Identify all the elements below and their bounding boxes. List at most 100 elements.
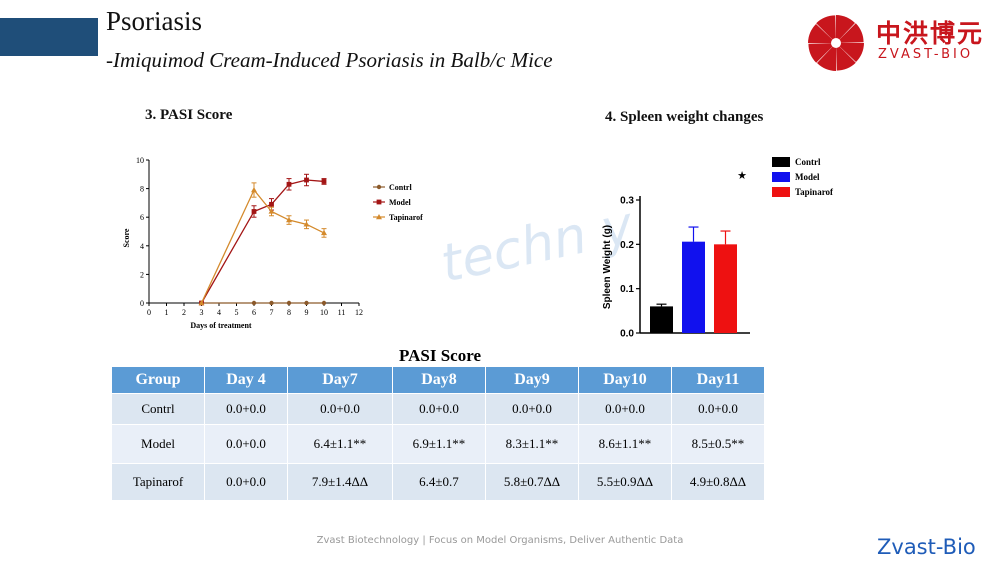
data-point [268,208,275,214]
table-cell: 0.0+0.0 [485,393,579,425]
x-tick-label: 0 [147,308,151,317]
legend-label: Model [389,198,412,207]
table-cell: 6.4±0.7 [392,463,486,501]
data-point [269,300,274,306]
subtitle-lead: - [106,48,113,72]
data-point [286,300,292,306]
data-point [286,181,292,187]
table-cell: 4.9±0.8ΔΔ [671,463,765,501]
table-cell: 7.9±1.4ΔΔ [287,463,393,501]
data-point [304,177,309,183]
table-cell: Model [111,424,205,464]
spleen-chart-title: 4. Spleen weight changes [605,109,764,125]
y-tick-label: 4 [140,242,144,251]
header-day8: Day8 [392,366,486,394]
footer-brand: Zvast-Bio [877,535,976,559]
data-point [304,300,309,306]
data-point [251,187,257,193]
legend-marker [376,214,382,220]
legend-label: Tapinarof [389,213,423,222]
header-day11: Day11 [671,366,765,394]
table-row: Model 0.0+0.0 6.4±1.1** 6.9±1.1** 8.3±1.… [111,424,765,464]
significance-annotation: ★ [737,169,747,182]
y-tick-label: 0.2 [620,240,634,251]
header-day4: Day 4 [204,366,288,394]
bar-tapinarof [714,244,737,333]
y-axis-label: Score [122,228,131,247]
legend-label: Contrl [389,183,412,192]
header-day10: Day10 [578,366,672,394]
x-tick-label: 1 [165,308,169,317]
table-header-row: Group Day 4 Day7 Day8 Day9 Day10 Day11 [111,366,765,394]
table-cell: 0.0+0.0 [287,393,393,425]
table-title: PASI Score [398,346,481,365]
x-tick-label: 4 [217,308,221,317]
x-tick-label: 6 [252,308,256,317]
data-point [286,217,292,223]
table-cell: 0.0+0.0 [671,393,765,425]
bar-contrl [650,306,673,333]
table-cell: 0.0+0.0 [578,393,672,425]
logo-emblem-icon [808,15,864,71]
y-tick-label: 2 [140,270,144,279]
series-line-model [200,179,325,304]
legend-marker [376,199,382,205]
data-point [321,229,327,236]
table-cell: 0.0+0.0 [204,424,288,464]
y-tick-label: 0.1 [620,284,634,295]
header-day9: Day9 [485,366,579,394]
logo-chinese: 中洪博元 [876,19,985,48]
x-tick-label: 2 [182,308,186,317]
pasi-table: Group Day 4 Day7 Day8 Day9 Day10 Day11 C… [111,366,765,501]
table-cell: 0.0+0.0 [204,463,288,501]
data-point [251,300,257,306]
x-tick-label: 11 [338,308,346,317]
x-tick-label: 8 [287,308,291,317]
legend-label: Tapinarof [795,187,834,197]
table-cell: 0.0+0.0 [204,393,288,425]
header-accent-bar [0,18,98,56]
x-tick-label: 7 [270,308,274,317]
data-point [251,209,257,214]
x-tick-label: 5 [235,308,239,317]
spleen-bar-chart: 0.0 0.1 0.2 0.3 Spleen Weight (g) Contrl Model… [602,157,834,340]
logo-english: ZVAST-BIO [878,47,974,62]
header-day7: Day7 [287,366,393,394]
table-row: Contrl 0.0+0.0 0.0+0.0 0.0+0.0 0.0+0.0 0… [111,393,765,425]
bar-model [682,241,705,333]
data-point [321,300,327,306]
series-line-tapinarof [200,188,325,304]
legend-marker [376,184,382,190]
data-point [269,201,274,207]
data-point [303,221,310,227]
table-cell: 5.8±0.7ΔΔ [485,463,579,501]
y-tick-label: 0.3 [620,196,634,207]
y-tick-label: 6 [140,213,144,222]
table-row: Tapinarof 0.0+0.0 7.9±1.4ΔΔ 6.4±0.7 5.8±… [111,463,765,501]
y-tick-label: 10 [136,156,144,165]
legend-swatch [772,187,790,197]
table-cell: 6.9±1.1** [392,424,486,464]
table-cell: 8.6±1.1** [578,424,672,464]
table-cell: 5.5±0.9ΔΔ [578,463,672,501]
y-tick-label: 0.0 [620,329,634,340]
table-cell: 6.4±1.1** [287,424,393,464]
footer-text: Zvast Biotechnology | Focus on Model Org… [316,535,684,546]
page-title: Psoriasis [106,6,203,36]
y-tick-label: 8 [140,185,144,194]
data-point [321,179,327,184]
table-cell: 8.3±1.1** [485,424,579,464]
legend-label: Model [795,172,820,182]
x-tick-label: 12 [355,308,363,317]
table-cell: 0.0+0.0 [392,393,486,425]
x-tick-label: 10 [320,308,328,317]
legend-swatch [772,172,790,182]
data-point [198,300,205,306]
y-tick-label: 0 [140,299,144,308]
table-cell: Tapinarof [111,463,205,501]
legend-label: Contrl [795,157,821,167]
x-axis-label: Days of treatment [190,321,252,330]
header-group: Group [111,366,205,394]
table-cell: Contrl [111,393,205,425]
pasi-chart-title: 3. PASI Score [145,107,233,123]
